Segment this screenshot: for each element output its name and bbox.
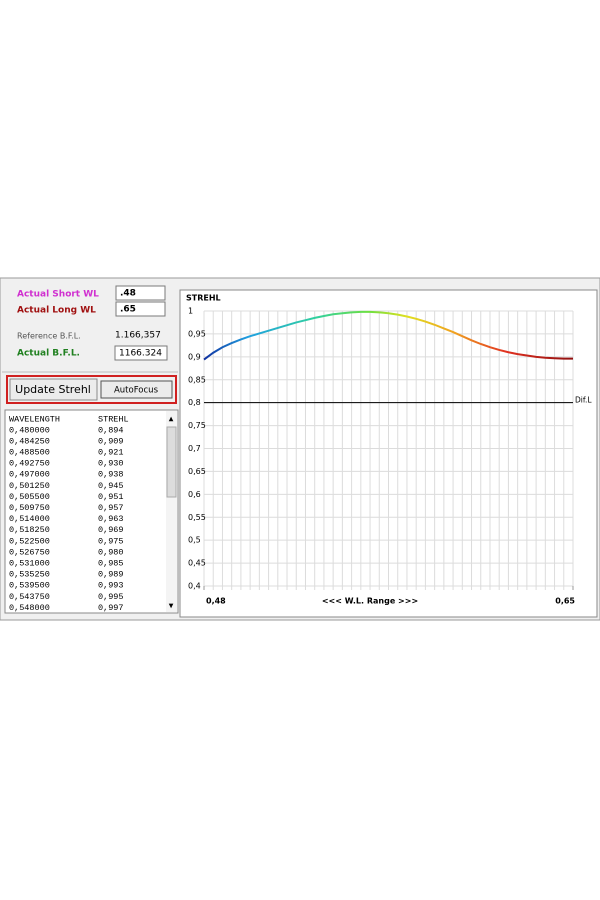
y-tick-label: 0,6 bbox=[188, 490, 201, 499]
y-tick-label: 0,5 bbox=[188, 536, 201, 545]
update-button[interactable] bbox=[9, 378, 98, 401]
strehl-cell: 0,951 bbox=[98, 492, 124, 502]
long-wl-input[interactable] bbox=[115, 301, 166, 317]
wavelength-cell: 0,501250 bbox=[9, 481, 50, 491]
y-tick-label: 0,95 bbox=[188, 329, 206, 338]
wavelength-cell: 0,531000 bbox=[9, 558, 50, 568]
strehl-cell: 0,995 bbox=[98, 592, 124, 602]
strehl-cell: 0,894 bbox=[98, 425, 124, 435]
reference-bfl-value: 1.166,357 bbox=[115, 331, 161, 341]
strehl-cell: 0,975 bbox=[98, 536, 124, 546]
x-tick-label: 0,65 bbox=[555, 597, 575, 606]
strehl-cell: 0,980 bbox=[98, 547, 124, 557]
strehl-cell: 0,963 bbox=[98, 514, 124, 524]
actual-bfl-label: Actual B.F.L. bbox=[17, 349, 80, 359]
wavelength-cell: 0,535250 bbox=[9, 570, 50, 580]
strehl-cell: 0,969 bbox=[98, 525, 124, 535]
wavelength-cell: 0,484250 bbox=[9, 436, 50, 446]
wavelength-cell: 0,488500 bbox=[9, 447, 50, 457]
short-wl-label: Actual Short WL bbox=[17, 290, 99, 300]
x-tick-label: 0,48 bbox=[206, 597, 226, 606]
wavelength-cell: 0,539500 bbox=[9, 581, 50, 591]
y-tick-label: 0,7 bbox=[188, 444, 201, 453]
strehl-cell: 0,993 bbox=[98, 581, 124, 591]
update-button-label: Update Strehl bbox=[15, 383, 91, 396]
long-wl-label: Actual Long WL bbox=[17, 306, 96, 316]
wavelength-cell: 0,497000 bbox=[9, 470, 50, 480]
plot: 1 0,95 0,9 0,85 0,8 0,75 0,7 0,65 0,6 0,55 0,5 0,45… bbox=[188, 307, 592, 606]
table-header: STREHL bbox=[98, 414, 129, 424]
strehl-cell: 0,945 bbox=[98, 481, 124, 491]
x-axis-label: <<< W.L. Range >>> bbox=[322, 597, 418, 606]
y-tick-label: 0,8 bbox=[188, 398, 201, 407]
y-tick-label: 0,75 bbox=[188, 421, 206, 430]
table-header: WAVELENGTH bbox=[9, 414, 60, 424]
scroll-down[interactable]: ▼ bbox=[169, 603, 174, 610]
actual-bfl-input[interactable] bbox=[114, 345, 168, 361]
wavelength-cell: 0,543750 bbox=[9, 592, 50, 602]
long-wl-value: .65 bbox=[120, 305, 136, 315]
wavelength-cell: 0,480000 bbox=[9, 425, 50, 435]
highlight-box bbox=[6, 375, 177, 404]
scroll-thumb[interactable] bbox=[166, 426, 177, 498]
y-tick-label: 0,85 bbox=[188, 375, 206, 384]
wavelength-cell: 0,518250 bbox=[9, 525, 50, 535]
wavelength-cell: 0,514000 bbox=[9, 514, 50, 524]
actual-bfl-value: 1166.324 bbox=[119, 349, 162, 359]
y-tick-label: 0,4 bbox=[188, 582, 201, 591]
strehl-curve bbox=[203, 310, 573, 361]
strehl-cell: 0,930 bbox=[98, 459, 124, 469]
chart-title: STREHL bbox=[186, 294, 221, 303]
y-tick-label: 0,65 bbox=[188, 467, 206, 476]
list-box[interactable] bbox=[4, 409, 179, 614]
autofocus-button-label: AutoFocus bbox=[114, 386, 159, 396]
wavelength-cell: 0,522500 bbox=[9, 536, 50, 546]
y-tick-label: 0,55 bbox=[188, 513, 206, 522]
wavelength-cell: 0,505500 bbox=[9, 492, 50, 502]
scrollbar[interactable] bbox=[166, 411, 177, 612]
strehl-cell: 0,985 bbox=[98, 558, 124, 568]
scroll-up[interactable]: ▲ bbox=[169, 416, 174, 423]
wavelength-cell: 0,492750 bbox=[9, 459, 50, 469]
strehl-cell: 0,989 bbox=[98, 570, 124, 580]
y-tick-label: 0,9 bbox=[188, 352, 201, 361]
threshold-label: Dif.L bbox=[575, 396, 592, 405]
short-wl-input[interactable] bbox=[115, 285, 166, 301]
strehl-cell: 0,921 bbox=[98, 447, 124, 457]
wavelength-cell: 0,526750 bbox=[9, 547, 50, 557]
wavelength-cell: 0,548000 bbox=[9, 603, 50, 613]
strehl-cell: 0,938 bbox=[98, 470, 124, 480]
wavelength-cell: 0,509750 bbox=[9, 503, 50, 513]
strehl-cell: 0,957 bbox=[98, 503, 124, 513]
short-wl-value: .48 bbox=[120, 289, 136, 299]
table-rows: 0,480000 0,894 0,484250 0,909 0,488500 0,921 0… bbox=[9, 425, 124, 613]
strehl-cell: 0,997 bbox=[98, 603, 124, 613]
y-tick-label: 1 bbox=[188, 307, 193, 316]
autofocus-button[interactable] bbox=[100, 380, 173, 399]
reference-bfl-label: Reference B.F.L. bbox=[17, 332, 81, 341]
strehl-cell: 0,909 bbox=[98, 436, 124, 446]
y-tick-label: 0,45 bbox=[188, 559, 206, 568]
